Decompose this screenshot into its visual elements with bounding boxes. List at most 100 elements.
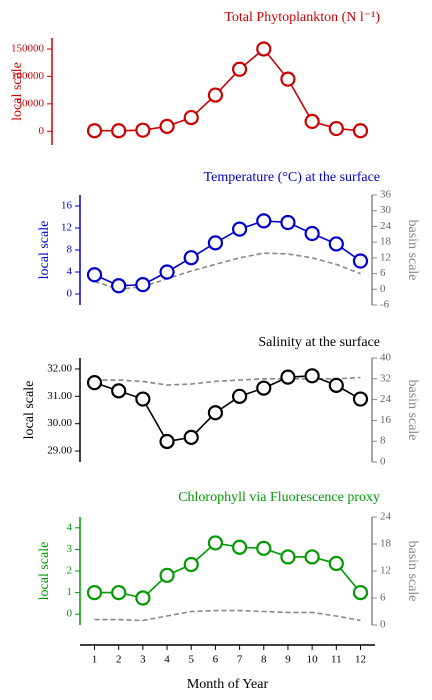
x-tick-label: 7 [237,654,243,666]
data-point [328,236,344,252]
data-point [280,549,296,565]
data-point [280,369,296,385]
x-tick-label: 2 [116,654,122,666]
data-point [183,556,199,573]
x-axis-label: Month of Year [187,677,269,692]
y2-tick-label: 24 [380,511,392,523]
x-tick-label: 6 [213,654,219,666]
data-point [328,120,344,137]
data-point [135,391,151,407]
y-tick-label: 4 [67,521,73,533]
data-point [304,368,320,384]
data-point [135,277,151,293]
data-point [207,405,224,421]
data-point [304,549,320,565]
y-axis-label: local scale [37,542,52,601]
y2-tick-label: 6 [380,592,386,604]
data-point [352,391,369,407]
data-point [86,267,103,283]
series-line [94,609,361,622]
y-tick-label: 16 [61,200,73,212]
y2-tick-label: 40 [380,352,392,364]
y2-tick-label: 18 [380,236,392,248]
x-tick-label: 12 [355,654,366,666]
x-tick-label: 10 [307,654,319,666]
data-point [159,567,175,583]
y2-tick-label: -6 [380,299,390,311]
data-point [231,388,248,404]
data-point [256,540,272,556]
y-tick-label: 0 [67,288,73,300]
y2-tick-label: 16 [380,414,392,426]
x-tick-label: 8 [261,654,267,666]
y-tick-label: 0 [67,608,73,620]
data-point [207,87,224,103]
y2-axis-label: basin scale [405,379,420,440]
x-tick-label: 1 [92,654,98,666]
data-point [86,584,103,601]
y-tick-label: 32.00 [47,362,72,374]
y2-axis-label: basin scale [405,540,420,601]
y2-tick-label: 24 [380,220,392,232]
y-tick-label: 31.00 [47,390,72,402]
y-axis-label: local scale [37,221,52,280]
data-point [304,225,320,242]
chart-title: Temperature (°C) at the surface [204,170,380,185]
y2-tick-label: 12 [380,565,391,577]
y-tick-label: 29.00 [47,445,72,457]
data-point [352,253,369,269]
data-point [111,278,127,294]
x-tick-label: 3 [140,654,146,666]
y2-tick-label: 0 [380,283,386,295]
y-tick-label: 30.00 [47,417,72,429]
y2-tick-label: 0 [380,619,386,631]
data-point [352,123,369,139]
data-point [159,433,175,450]
y2-tick-label: 30 [380,204,392,216]
x-tick-label: 11 [331,654,342,666]
x-tick-label: 4 [164,654,170,666]
y2-tick-label: 36 [380,189,392,201]
y2-tick-label: 32 [380,372,391,384]
data-point [183,429,199,445]
chart-title: Chlorophyll via Fluorescence proxy [178,490,380,505]
data-point [183,250,199,266]
y-tick-label: 4 [67,266,73,278]
data-point [207,235,224,251]
series-line [94,374,361,443]
data-point [231,221,248,237]
data-point [159,264,175,280]
y2-tick-label: 18 [380,538,392,550]
series-line [94,376,361,386]
y2-tick-label: 12 [380,251,391,263]
y-tick-label: 50000 [17,97,45,109]
chart-title: Total Phytoplankton (N l⁻¹) [224,10,380,25]
data-point [86,123,103,139]
data-point [86,375,103,391]
y-axis-label: local scale [10,62,25,121]
y2-tick-label: 0 [380,456,386,468]
y-tick-label: 8 [67,244,73,256]
y-tick-label: 150000 [11,43,45,55]
series-line [94,252,361,291]
data-point [207,535,224,551]
y-tick-label: 3 [67,543,73,555]
data-point [111,123,127,139]
chart-title: Salinity at the surface [258,335,380,350]
y2-axis-label: basin scale [405,219,420,280]
data-point [352,584,369,601]
data-point [183,109,199,126]
data-point [231,539,248,555]
data-point [256,41,272,57]
data-point [328,377,344,393]
y-tick-label: 2 [67,565,73,577]
data-point [111,584,127,601]
y2-tick-label: 24 [380,393,392,405]
data-point [280,214,296,231]
data-point [304,113,320,130]
data-point [256,380,272,396]
data-point [111,383,127,399]
y-axis-label: local scale [22,381,37,440]
data-point [135,122,151,138]
